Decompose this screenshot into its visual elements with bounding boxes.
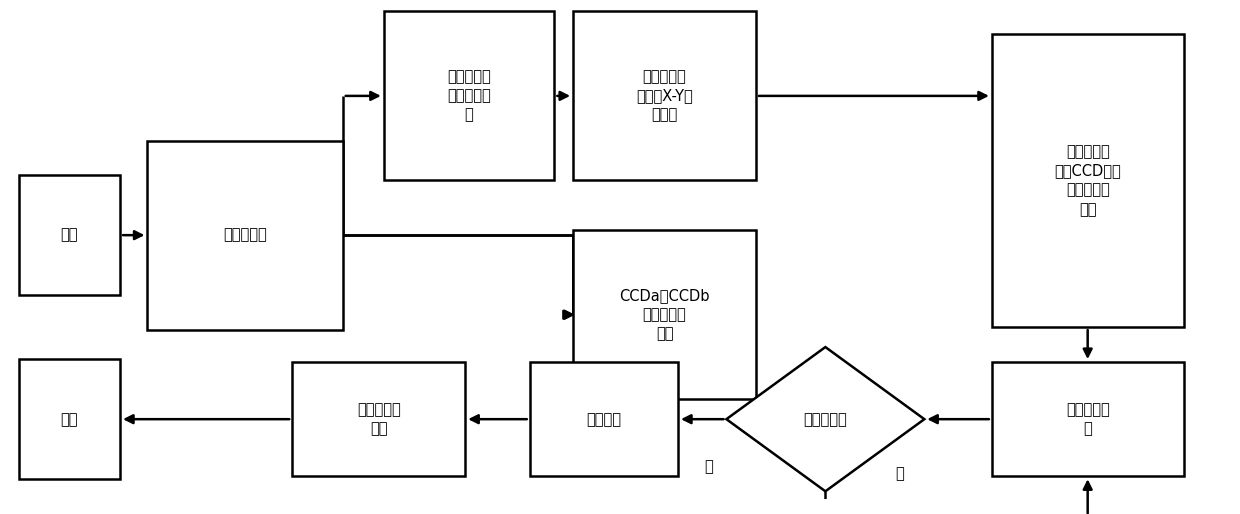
Text: 开始: 开始 <box>61 228 78 243</box>
Polygon shape <box>727 347 924 491</box>
FancyBboxPatch shape <box>573 230 756 399</box>
FancyBboxPatch shape <box>293 362 465 476</box>
Text: 供体蜡块架
移动到机箱
外: 供体蜡块架 移动到机箱 外 <box>448 69 491 123</box>
FancyBboxPatch shape <box>529 362 678 476</box>
FancyBboxPatch shape <box>148 141 343 329</box>
Text: CCDa和CCDb
图像采集器
开启: CCDa和CCDb 图像采集器 开启 <box>619 288 709 341</box>
FancyBboxPatch shape <box>992 362 1183 476</box>
Text: 结束: 结束 <box>61 412 78 427</box>
FancyBboxPatch shape <box>19 175 120 295</box>
Text: 参数合理化: 参数合理化 <box>804 412 847 427</box>
Text: 否: 否 <box>895 466 904 482</box>
Text: 是: 是 <box>704 459 713 474</box>
FancyBboxPatch shape <box>383 11 554 180</box>
Text: 供体蜡块架
移动CCD图像
采集器工作
范围: 供体蜡块架 移动CCD图像 采集器工作 范围 <box>1054 144 1121 217</box>
FancyBboxPatch shape <box>992 34 1183 327</box>
FancyBboxPatch shape <box>573 11 756 180</box>
Text: 切割取样: 切割取样 <box>587 412 621 427</box>
Text: 标定取样位
置: 标定取样位 置 <box>1066 402 1110 436</box>
Text: 系统初始化: 系统初始化 <box>223 228 267 243</box>
FancyBboxPatch shape <box>19 359 120 479</box>
Text: 供体蜡块架
移动到X-Y工
作平台: 供体蜡块架 移动到X-Y工 作平台 <box>636 69 693 123</box>
Text: 进行下一次
取样: 进行下一次 取样 <box>357 402 401 436</box>
